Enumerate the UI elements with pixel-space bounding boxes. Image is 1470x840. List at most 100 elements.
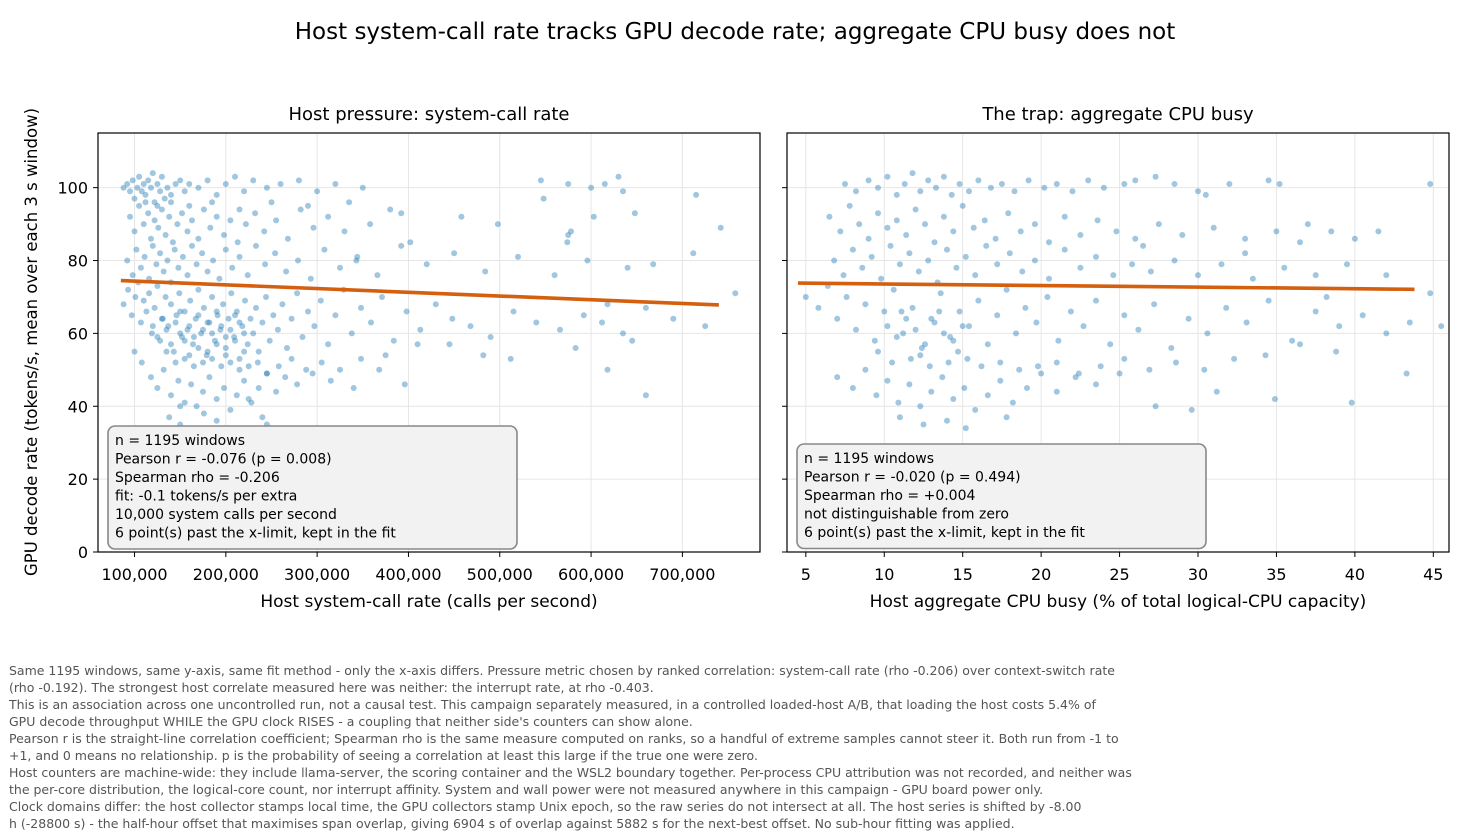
data-point [564, 239, 571, 246]
data-point [1188, 406, 1195, 413]
data-point [158, 173, 165, 180]
data-point [601, 181, 608, 187]
data-point [507, 355, 514, 362]
data-point [254, 359, 261, 366]
data-point [1005, 210, 1012, 217]
fit-line [120, 278, 719, 307]
data-point [341, 228, 348, 235]
data-point [871, 337, 878, 344]
panel-cpu-busy: The trap: aggregate CPU busy 5 10 15 20 25 30 3… [782, 104, 1450, 612]
data-point [1231, 355, 1238, 362]
data-point [846, 202, 853, 209]
data-point [175, 264, 182, 271]
data-point [275, 363, 282, 370]
data-point [540, 195, 547, 202]
data-point [137, 319, 144, 326]
data-point [157, 337, 164, 344]
data-point [153, 261, 160, 268]
data-point [204, 177, 211, 184]
figure: Host system-call rate tracks GPU decode … [22, 19, 1450, 612]
data-point [317, 297, 324, 304]
data-point [917, 403, 924, 410]
data-point [295, 257, 301, 264]
data-point [154, 334, 161, 340]
data-point [1147, 268, 1154, 275]
data-point [268, 199, 275, 206]
data-point [451, 250, 458, 257]
data-point [146, 290, 153, 297]
data-point [966, 188, 972, 195]
data-point [154, 202, 161, 209]
data-point [184, 228, 191, 235]
data-point [160, 268, 167, 275]
data-point [959, 323, 966, 330]
data-point [884, 173, 891, 180]
data-point [1107, 341, 1114, 348]
data-point [906, 250, 913, 257]
data-point [168, 392, 174, 399]
data-point [148, 235, 154, 242]
data-point [263, 184, 270, 191]
data-point [168, 301, 174, 308]
data-point [1223, 304, 1230, 311]
data-point [327, 377, 334, 384]
stats-line: fit: -0.1 tokens/s per extra [115, 489, 297, 505]
data-point [179, 210, 185, 217]
data-point [1055, 337, 1062, 344]
data-point [1044, 294, 1051, 300]
data-point [1406, 319, 1413, 326]
data-point [1011, 188, 1018, 195]
data-point [631, 210, 638, 217]
data-point [337, 366, 343, 373]
data-point [1289, 337, 1296, 344]
data-point [244, 341, 251, 348]
data-point [168, 199, 174, 206]
data-point [129, 177, 136, 184]
data-point [1003, 414, 1010, 421]
data-point [983, 242, 990, 249]
data-point [204, 348, 211, 355]
data-point [1218, 261, 1225, 268]
data-point [1403, 370, 1410, 377]
data-point [487, 334, 494, 340]
data-point [138, 359, 145, 366]
data-point [332, 181, 339, 187]
data-point [862, 301, 869, 308]
data-point [1033, 319, 1040, 326]
data-point [826, 213, 833, 220]
data-point [978, 363, 985, 370]
data-point [242, 297, 248, 304]
data-point [906, 381, 913, 388]
data-point [467, 323, 474, 330]
data-point [133, 246, 140, 253]
data-point [1427, 181, 1434, 187]
data-point [222, 246, 229, 253]
data-point [186, 202, 193, 209]
data-point [862, 366, 869, 373]
data-point [216, 275, 223, 282]
data-point [896, 261, 903, 268]
data-point [145, 210, 152, 217]
data-point [1009, 399, 1016, 406]
data-point [1333, 348, 1340, 355]
y-tick-label: 80 [68, 252, 88, 271]
data-point [177, 308, 184, 315]
data-point [1121, 355, 1128, 362]
data-point [166, 213, 173, 220]
footnote: Same 1195 windows, same y-axis, same fit… [9, 662, 1449, 832]
data-point [955, 348, 961, 355]
data-point [1110, 272, 1117, 279]
footnote-line: Host counters are machine-wide: they inc… [9, 765, 1132, 780]
data-point [209, 199, 216, 206]
data-point [259, 319, 266, 326]
data-point [802, 294, 809, 300]
data-point [933, 184, 939, 191]
data-point [917, 352, 924, 359]
x-tick-label: 5 [801, 565, 811, 584]
data-point [912, 326, 919, 333]
data-point [1185, 315, 1192, 322]
data-point [909, 304, 916, 311]
data-point [140, 221, 147, 228]
data-point [359, 184, 366, 191]
data-point [1383, 330, 1390, 337]
